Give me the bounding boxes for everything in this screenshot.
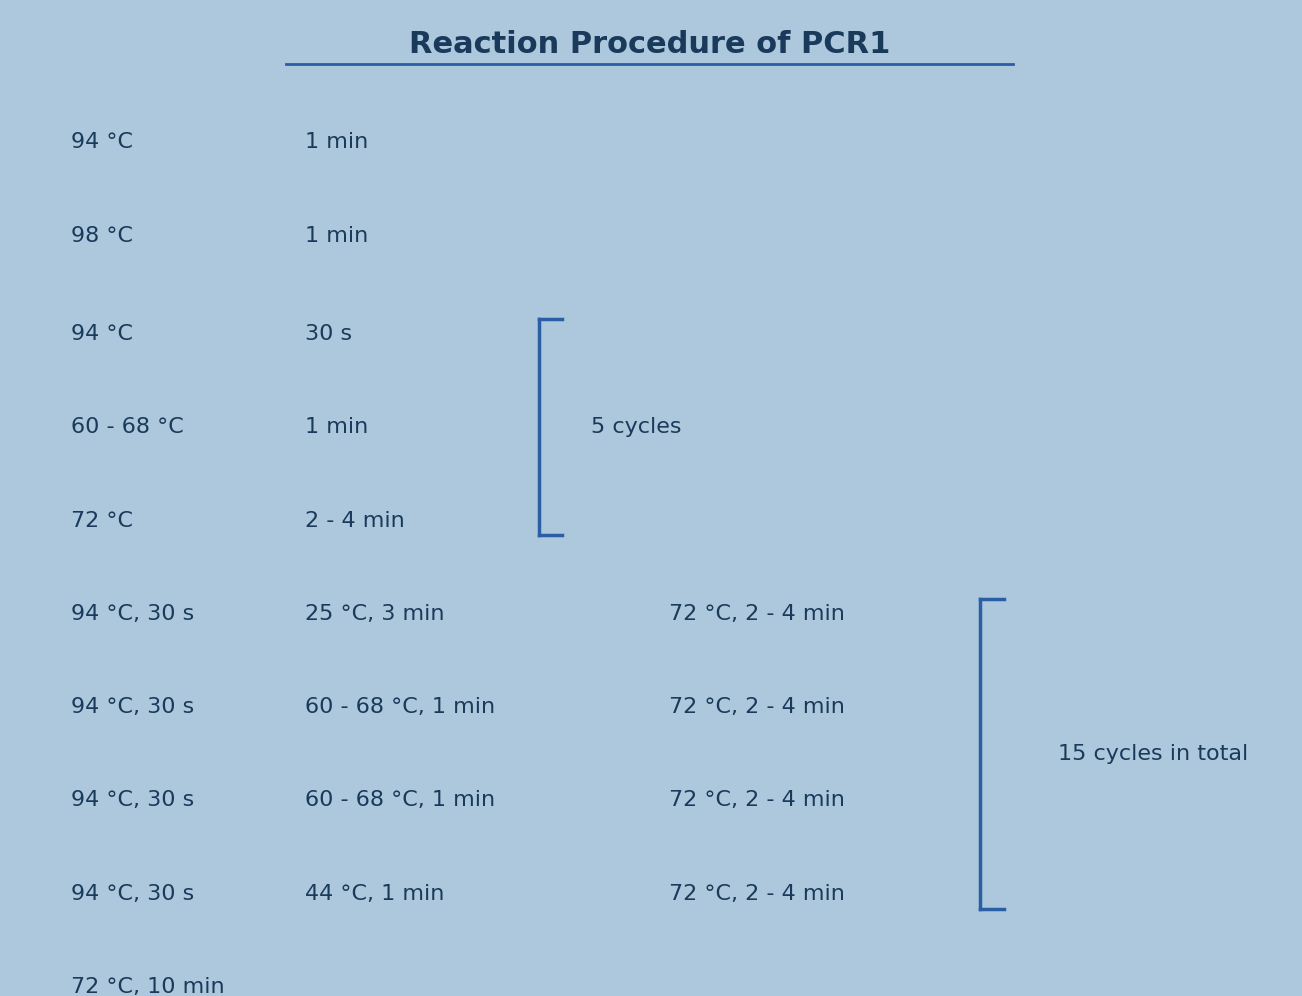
Text: 94 °C, 30 s: 94 °C, 30 s <box>72 791 195 811</box>
Text: 44 °C, 1 min: 44 °C, 1 min <box>305 883 444 903</box>
Text: 94 °C: 94 °C <box>72 132 133 152</box>
Text: 60 - 68 °C, 1 min: 60 - 68 °C, 1 min <box>305 697 495 717</box>
Text: 94 °C, 30 s: 94 °C, 30 s <box>72 604 195 623</box>
Text: 2 - 4 min: 2 - 4 min <box>305 511 405 531</box>
Text: 25 °C, 3 min: 25 °C, 3 min <box>305 604 444 623</box>
Text: 72 °C, 2 - 4 min: 72 °C, 2 - 4 min <box>669 791 845 811</box>
Text: 5 cycles: 5 cycles <box>591 417 681 437</box>
Text: 72 °C, 10 min: 72 °C, 10 min <box>72 977 225 996</box>
Text: 94 °C, 30 s: 94 °C, 30 s <box>72 697 195 717</box>
Text: 15 cycles in total: 15 cycles in total <box>1059 744 1249 764</box>
Text: 98 °C: 98 °C <box>72 226 133 246</box>
Text: 72 °C, 2 - 4 min: 72 °C, 2 - 4 min <box>669 697 845 717</box>
Text: 94 °C: 94 °C <box>72 324 133 344</box>
Text: 60 - 68 °C: 60 - 68 °C <box>72 417 184 437</box>
Text: 30 s: 30 s <box>305 324 353 344</box>
Text: 1 min: 1 min <box>305 226 368 246</box>
Text: 72 °C: 72 °C <box>72 511 133 531</box>
Text: 60 - 68 °C, 1 min: 60 - 68 °C, 1 min <box>305 791 495 811</box>
Text: 72 °C, 2 - 4 min: 72 °C, 2 - 4 min <box>669 604 845 623</box>
Text: Reaction Procedure of PCR1: Reaction Procedure of PCR1 <box>409 30 889 59</box>
Text: 1 min: 1 min <box>305 132 368 152</box>
Text: 1 min: 1 min <box>305 417 368 437</box>
Text: 72 °C, 2 - 4 min: 72 °C, 2 - 4 min <box>669 883 845 903</box>
Text: 94 °C, 30 s: 94 °C, 30 s <box>72 883 195 903</box>
